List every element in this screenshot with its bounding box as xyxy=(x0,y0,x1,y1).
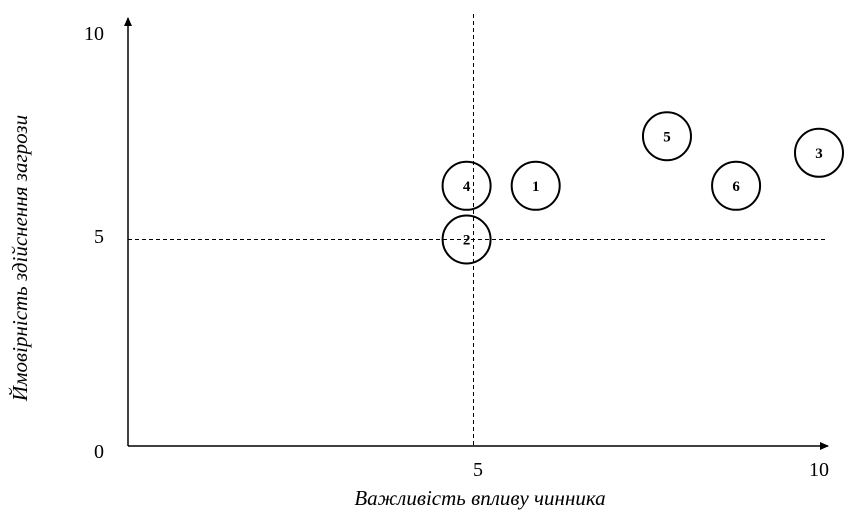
data-point-label-6: 6 xyxy=(732,179,740,195)
y-axis-title: Ймовірність здійснення загрози xyxy=(8,115,32,402)
data-point-4 xyxy=(441,160,492,211)
data-point-label-1: 1 xyxy=(532,179,540,195)
y-tick-label-10: 10 xyxy=(84,23,104,45)
data-points: 1 2 3 4 5 6 xyxy=(441,111,844,265)
data-point-label-2: 2 xyxy=(463,233,471,249)
data-point-label-4: 4 xyxy=(463,179,471,195)
data-point-1 xyxy=(510,160,561,211)
x-tick-label-5: 5 xyxy=(473,459,483,481)
data-point-label-5: 5 xyxy=(663,129,671,145)
data-point-label-3: 3 xyxy=(815,146,823,162)
x-axis-title: Важливість впливу чинника xyxy=(354,486,605,510)
data-point-5 xyxy=(641,111,692,162)
y-tick-label-5: 5 xyxy=(94,226,104,248)
y-tick-label-0: 0 xyxy=(94,441,104,463)
data-point-6 xyxy=(711,160,762,211)
x-tick-label-10: 10 xyxy=(809,459,829,481)
data-point-3 xyxy=(794,127,844,178)
data-point-2 xyxy=(441,214,492,265)
